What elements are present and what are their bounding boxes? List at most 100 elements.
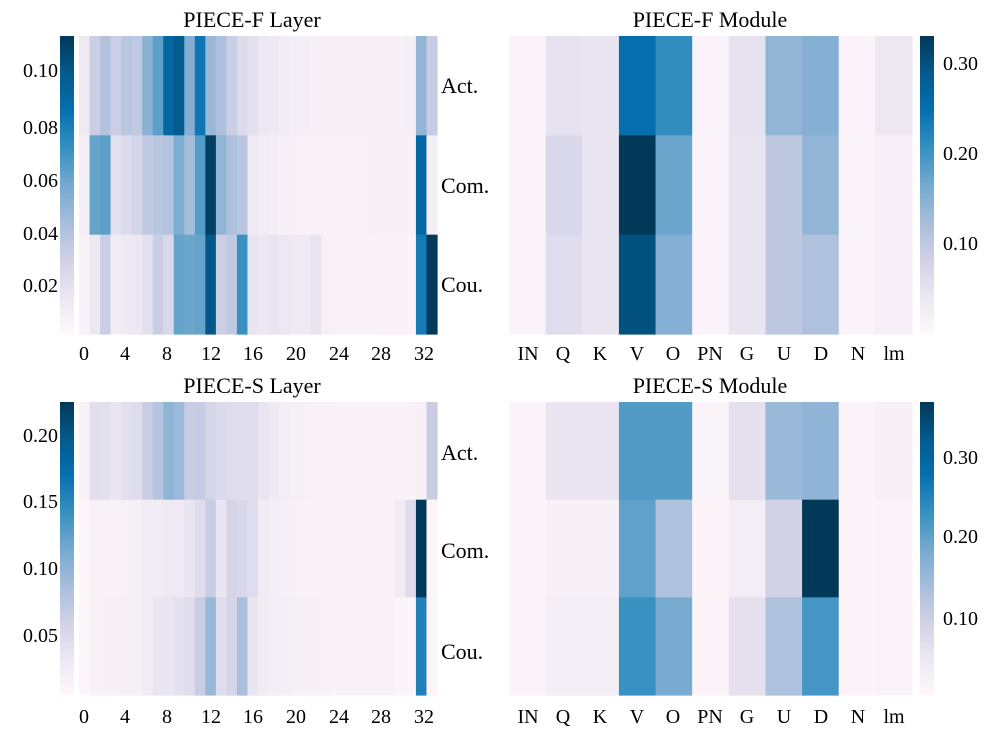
x-tick-label: 32 bbox=[414, 343, 434, 365]
x-tick-label: V bbox=[630, 706, 645, 728]
heatmap-cell bbox=[545, 499, 583, 598]
heatmap-cell bbox=[89, 36, 101, 136]
x-tick-label: lm bbox=[883, 706, 905, 728]
heatmap-cell bbox=[152, 499, 164, 598]
heatmap-cell bbox=[279, 402, 291, 501]
heatmap-cell bbox=[802, 135, 840, 236]
heatmap-cell bbox=[509, 234, 547, 335]
heatmap-cell bbox=[184, 402, 196, 501]
heatmap-cell bbox=[279, 234, 291, 335]
panel-piece-f-layer: PIECE-F Layer 0.10 0.08 0.06 0.04 0.02 0… bbox=[23, 7, 438, 365]
heatmap-cell bbox=[310, 135, 322, 236]
heatmap-cell bbox=[321, 402, 333, 501]
heatmap-cell bbox=[215, 36, 228, 136]
heatmap-cell bbox=[100, 402, 112, 501]
heatmap-cell bbox=[363, 135, 375, 236]
heatmap-cell bbox=[173, 36, 185, 136]
heatmap-cell bbox=[728, 36, 767, 136]
heatmap-cell bbox=[655, 36, 693, 136]
heatmap-cell bbox=[163, 135, 175, 236]
x-tick-label: N bbox=[851, 343, 865, 365]
panel-piece-s-layer: PIECE-S Layer 0.20 0.15 0.10 0.05 0 4 8 … bbox=[23, 373, 438, 728]
x-tick-label: 4 bbox=[120, 343, 130, 365]
x-tick-label: 24 bbox=[329, 343, 349, 365]
heatmap-cell bbox=[321, 499, 333, 598]
heatmap-cell bbox=[875, 499, 913, 598]
heatmap-cell bbox=[100, 234, 112, 335]
heatmap-cell bbox=[89, 597, 101, 696]
heatmap-cell bbox=[394, 36, 407, 136]
heatmap-cell bbox=[310, 597, 322, 696]
heatmap-cell bbox=[100, 597, 112, 696]
heatmap-cell bbox=[79, 597, 91, 696]
heatmap-cell bbox=[258, 499, 270, 598]
heatmap-cell bbox=[184, 36, 196, 136]
colorbar-tick-label: 0.10 bbox=[23, 558, 58, 580]
x-tick-label: U bbox=[777, 706, 792, 728]
heatmap-cell bbox=[268, 135, 280, 236]
heatmap-cell bbox=[184, 597, 196, 696]
heatmap-cell bbox=[215, 402, 228, 501]
heatmap-cell bbox=[152, 402, 164, 501]
x-tick-label: K bbox=[593, 706, 608, 728]
heatmap-cell bbox=[289, 135, 301, 236]
heatmap-cell bbox=[394, 135, 407, 236]
heatmap-cell bbox=[79, 36, 91, 136]
heatmap-cell bbox=[279, 36, 291, 136]
heatmap-cell bbox=[426, 234, 438, 335]
heatmap-cell bbox=[415, 597, 428, 696]
heatmap-cell bbox=[363, 234, 375, 335]
heatmap-cell bbox=[226, 499, 238, 598]
heatmap-cell bbox=[426, 36, 438, 136]
heatmap-cell bbox=[110, 36, 122, 136]
x-tick-label: V bbox=[630, 343, 645, 365]
heatmap-cells bbox=[79, 36, 438, 335]
x-tick-label: 24 bbox=[329, 706, 349, 728]
heatmap-cell bbox=[405, 597, 417, 696]
heatmap-cell bbox=[100, 135, 112, 236]
heatmap-cell bbox=[131, 234, 143, 335]
colorbar-tick-label: 0.05 bbox=[23, 625, 58, 647]
heatmap-cell bbox=[655, 135, 693, 236]
heatmap-cell bbox=[838, 135, 876, 236]
heatmap-cell bbox=[173, 135, 185, 236]
heatmap-cell bbox=[110, 234, 122, 335]
heatmap-cell bbox=[226, 597, 238, 696]
heatmap-cell bbox=[205, 36, 217, 136]
heatmap-cell bbox=[802, 499, 840, 598]
colorbar-piece-f-module bbox=[920, 36, 934, 334]
x-tick-label: O bbox=[666, 343, 680, 365]
panel-title-piece-f-layer: PIECE-F Layer bbox=[183, 7, 321, 32]
heatmap-cell bbox=[300, 499, 312, 598]
heatmap-cell bbox=[582, 135, 620, 236]
heatmap-cell bbox=[215, 597, 228, 696]
heatmap-cell bbox=[509, 36, 547, 136]
row-label-act: Act. bbox=[441, 73, 478, 98]
heatmap-cell bbox=[342, 499, 354, 598]
heatmap-cell bbox=[226, 36, 238, 136]
x-tick-label: 0 bbox=[79, 343, 89, 365]
heatmap-cell bbox=[802, 402, 840, 501]
heatmap-cell bbox=[100, 499, 112, 598]
heatmap-cell bbox=[415, 234, 428, 335]
heatmap-cell bbox=[194, 234, 206, 335]
heatmap-cell bbox=[509, 499, 547, 598]
colorbar-tick-label: 0.15 bbox=[23, 491, 58, 513]
heatmap-cell bbox=[79, 234, 91, 335]
heatmap-cell bbox=[352, 597, 364, 696]
heatmap-cell bbox=[163, 499, 175, 598]
heatmap-cell bbox=[110, 135, 122, 236]
heatmap-cell bbox=[802, 234, 840, 335]
heatmap-cell bbox=[321, 36, 333, 136]
heatmap-cell bbox=[618, 135, 657, 236]
heatmap-cell bbox=[331, 499, 343, 598]
x-tick-label: O bbox=[666, 706, 680, 728]
heatmap-cell bbox=[373, 597, 385, 696]
heatmap-cell bbox=[268, 402, 280, 501]
heatmap-cell bbox=[163, 597, 175, 696]
heatmap-cell bbox=[247, 135, 259, 236]
heatmap-cell bbox=[247, 234, 259, 335]
heatmap-cell bbox=[545, 36, 583, 136]
row-label-cou: Cou. bbox=[441, 639, 483, 664]
